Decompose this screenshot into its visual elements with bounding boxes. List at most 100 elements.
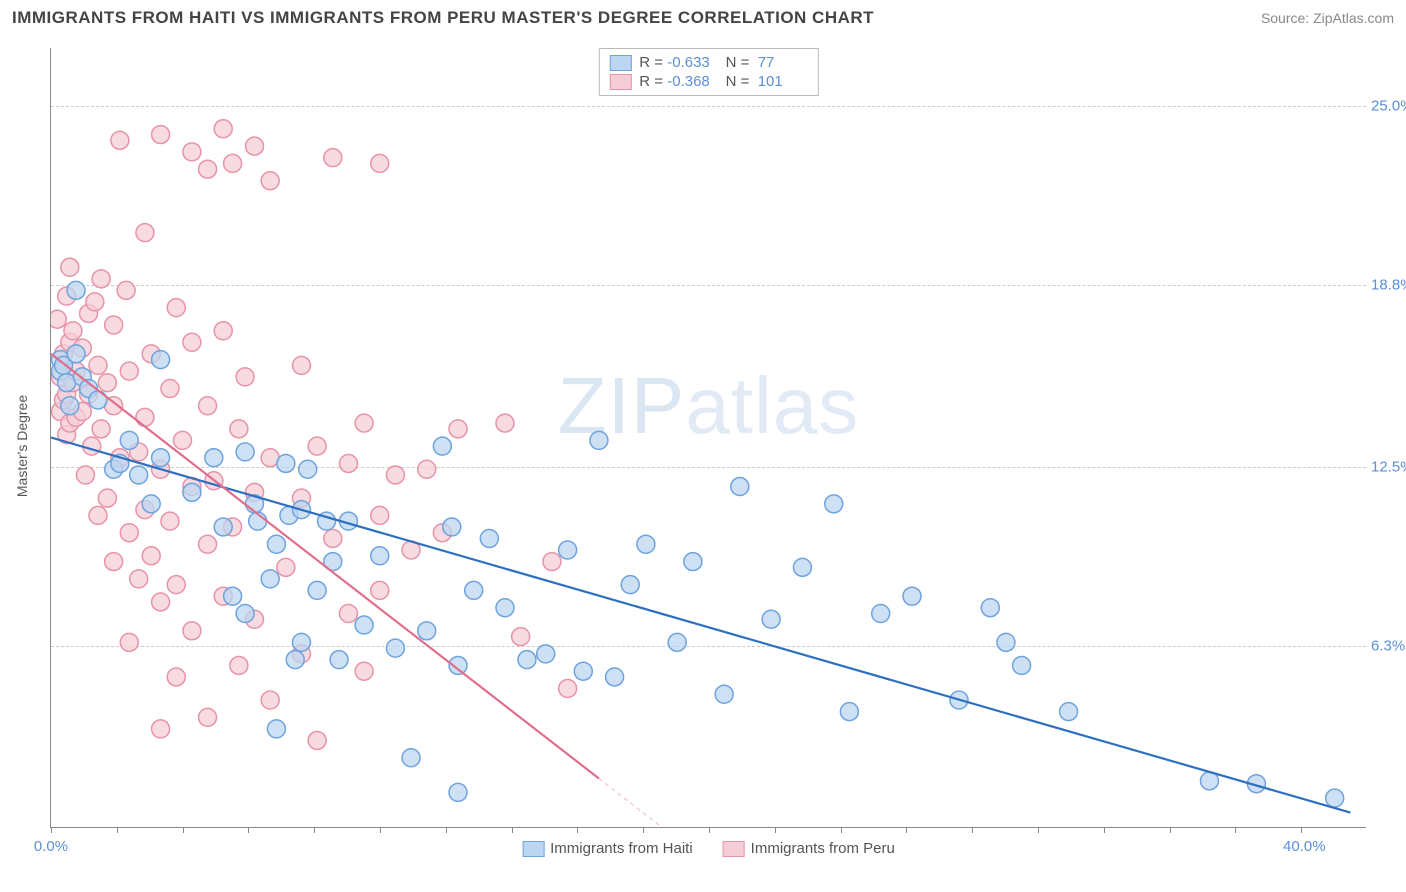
peru-point <box>371 581 389 599</box>
haiti-point <box>443 518 461 536</box>
haiti-trendline <box>51 438 1350 813</box>
haiti-point <box>152 449 170 467</box>
chart-title: IMMIGRANTS FROM HAITI VS IMMIGRANTS FROM… <box>12 8 874 28</box>
x-tick <box>709 827 710 833</box>
series-legend-item: Immigrants from Peru <box>723 840 895 857</box>
haiti-point <box>637 535 655 553</box>
peru-point <box>496 414 514 432</box>
x-tick <box>117 827 118 833</box>
series-legend-label: Immigrants from Haiti <box>550 840 693 857</box>
x-tick <box>314 827 315 833</box>
peru-point <box>224 154 242 172</box>
haiti-point <box>205 449 223 467</box>
x-tick <box>1301 827 1302 833</box>
peru-point <box>89 506 107 524</box>
haiti-point <box>371 547 389 565</box>
peru-point <box>152 720 170 738</box>
haiti-point <box>236 605 254 623</box>
peru-point <box>355 414 373 432</box>
haiti-point <box>183 483 201 501</box>
x-tick <box>841 827 842 833</box>
peru-point <box>89 356 107 374</box>
plot-area: ZIPatlas R = -0.633 N = 77R = -0.368 N =… <box>50 48 1366 828</box>
peru-point <box>355 662 373 680</box>
peru-point <box>167 299 185 317</box>
y-axis-title: Master's Degree <box>14 395 30 497</box>
haiti-point <box>418 622 436 640</box>
peru-trendline <box>51 354 599 779</box>
haiti-point <box>299 460 317 478</box>
haiti-point <box>574 662 592 680</box>
haiti-point <box>1326 789 1344 807</box>
peru-point <box>105 316 123 334</box>
y-tick-label: 6.3% <box>1371 638 1406 655</box>
peru-point <box>199 397 217 415</box>
peru-point <box>277 558 295 576</box>
peru-point <box>61 258 79 276</box>
peru-point <box>214 322 232 340</box>
peru-point <box>308 437 326 455</box>
haiti-point <box>997 633 1015 651</box>
haiti-point <box>449 783 467 801</box>
haiti-point <box>433 437 451 455</box>
peru-point <box>199 160 217 178</box>
correlation-legend-row: R = -0.633 N = 77 <box>609 53 807 72</box>
haiti-point <box>480 529 498 547</box>
x-tick <box>906 827 907 833</box>
peru-point <box>418 460 436 478</box>
peru-point <box>449 420 467 438</box>
haiti-point <box>518 651 536 669</box>
peru-point <box>339 605 357 623</box>
peru-point <box>292 356 310 374</box>
haiti-point <box>731 478 749 496</box>
peru-point <box>136 408 154 426</box>
correlation-legend: R = -0.633 N = 77R = -0.368 N = 101 <box>598 48 818 96</box>
haiti-point <box>762 610 780 628</box>
peru-point <box>161 379 179 397</box>
haiti-point <box>715 685 733 703</box>
peru-point <box>130 570 148 588</box>
peru-point <box>142 547 160 565</box>
peru-point <box>261 172 279 190</box>
x-tick <box>577 827 578 833</box>
y-tick-label: 18.8% <box>1371 276 1406 293</box>
haiti-point <box>840 703 858 721</box>
haiti-point <box>621 576 639 594</box>
haiti-swatch-icon <box>522 841 544 857</box>
peru-point <box>324 149 342 167</box>
x-tick <box>972 827 973 833</box>
x-tick-label: 40.0% <box>1283 838 1326 855</box>
peru-point <box>152 593 170 611</box>
haiti-point <box>308 581 326 599</box>
haiti-point <box>236 443 254 461</box>
haiti-point <box>1060 703 1078 721</box>
peru-point <box>183 333 201 351</box>
haiti-point <box>67 345 85 363</box>
haiti-point <box>386 639 404 657</box>
chart-header: IMMIGRANTS FROM HAITI VS IMMIGRANTS FROM… <box>12 8 1394 28</box>
peru-point <box>183 622 201 640</box>
x-tick <box>248 827 249 833</box>
peru-point <box>92 420 110 438</box>
peru-point <box>98 489 116 507</box>
y-tick-label: 12.5% <box>1371 458 1406 475</box>
peru-point <box>236 368 254 386</box>
haiti-point <box>267 535 285 553</box>
peru-point <box>214 120 232 138</box>
peru-point <box>308 731 326 749</box>
peru-point <box>105 553 123 571</box>
haiti-point <box>537 645 555 663</box>
haiti-point <box>286 651 304 669</box>
haiti-point <box>89 391 107 409</box>
peru-point <box>199 535 217 553</box>
x-tick <box>1235 827 1236 833</box>
haiti-point <box>292 633 310 651</box>
source-name: ZipAtlas.com <box>1313 10 1394 26</box>
peru-point <box>183 143 201 161</box>
peru-point <box>76 466 94 484</box>
peru-point <box>136 224 154 242</box>
chart-svg <box>51 48 1366 827</box>
haiti-swatch-icon <box>609 55 631 71</box>
series-legend-item: Immigrants from Haiti <box>522 840 693 857</box>
correlation-legend-row: R = -0.368 N = 101 <box>609 72 807 91</box>
